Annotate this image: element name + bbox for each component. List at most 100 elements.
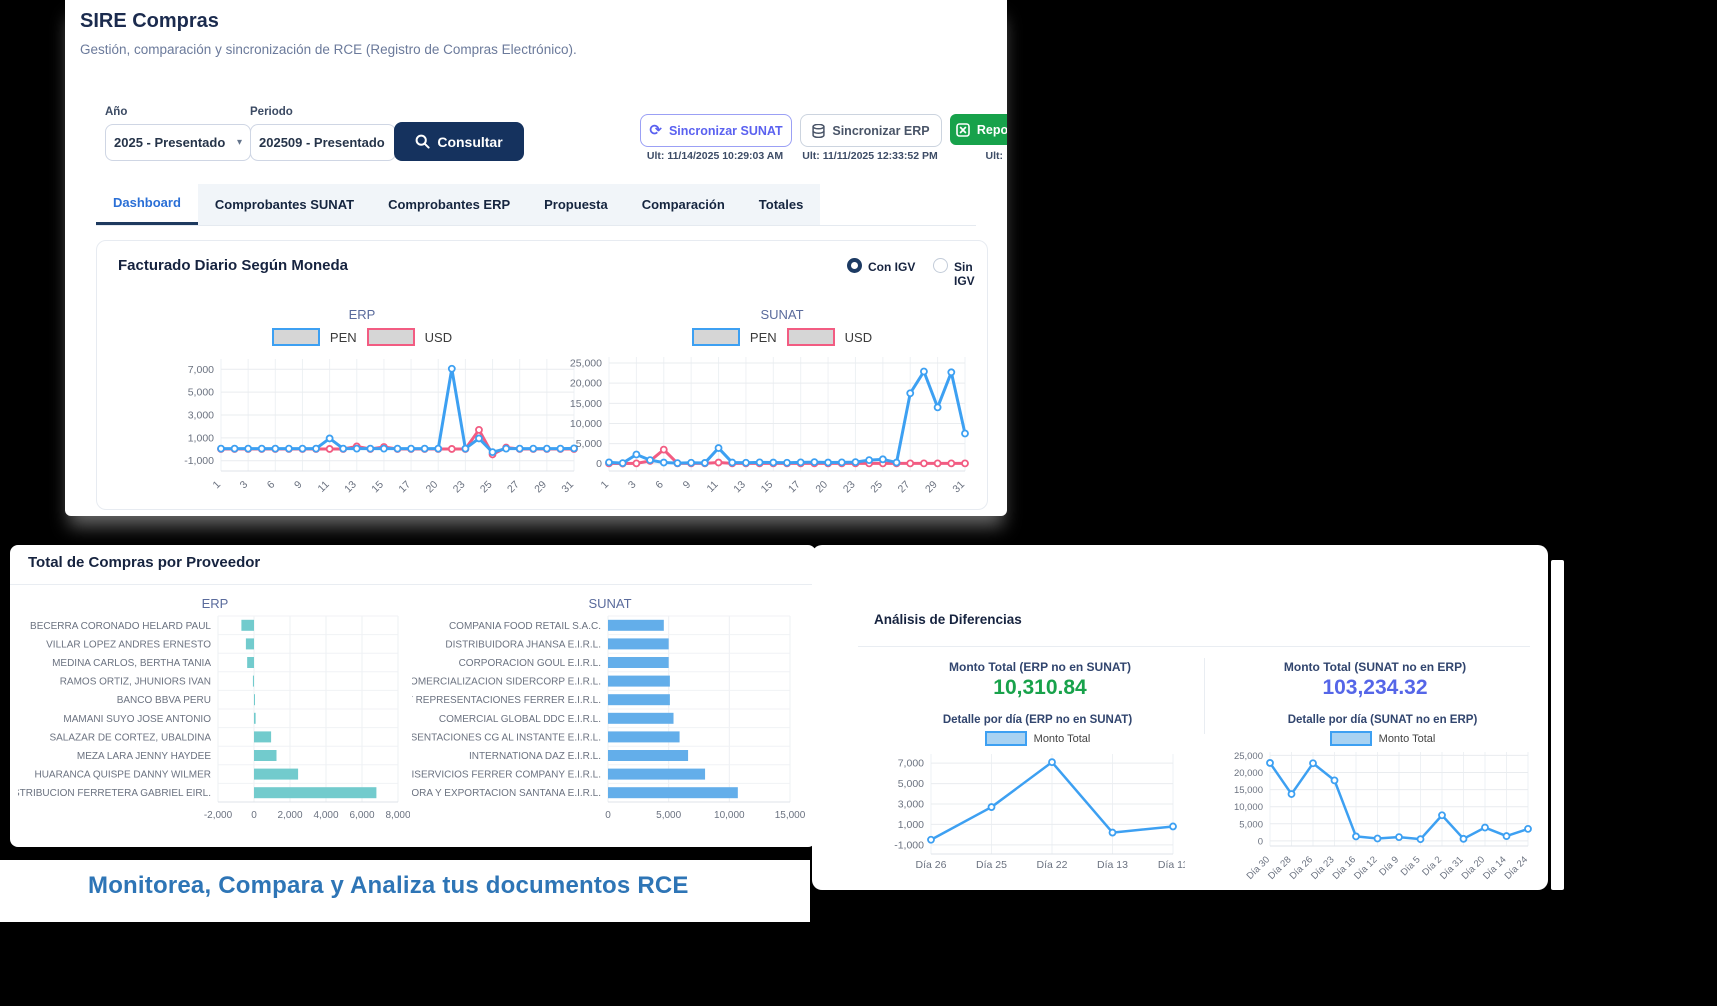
divider	[858, 646, 1530, 647]
svg-text:17: 17	[786, 479, 803, 496]
svg-text:CORPORACION GOUL E.I.R.L.: CORPORACION GOUL E.I.R.L.	[459, 658, 601, 669]
svg-text:COMERCIALIZACION SIDERCORP E.I: COMERCIALIZACION SIDERCORP E.I.R.L.	[412, 677, 601, 688]
svg-text:27: 27	[505, 479, 522, 496]
svg-text:Día 25: Día 25	[976, 859, 1007, 871]
svg-text:4,000: 4,000	[313, 810, 338, 821]
metric-erp-label: Monto Total (ERP no en SUNAT)	[949, 660, 1131, 674]
consultar-button[interactable]: Consultar	[394, 122, 524, 161]
usd-legend-swatch	[366, 328, 415, 346]
svg-text:COMPANIA FOOD RETAIL S.A.C.: COMPANIA FOOD RETAIL S.A.C.	[449, 621, 601, 632]
excel-icon	[956, 122, 970, 137]
con-igv-radio[interactable]	[847, 258, 862, 273]
sin-igv-radio[interactable]	[933, 258, 948, 273]
tab-bar: Dashboard Comprobantes SUNAT Comprobante…	[96, 184, 976, 226]
divider	[10, 584, 816, 585]
tab-propuesta[interactable]: Propuesta	[527, 184, 625, 225]
svg-text:5,000: 5,000	[656, 810, 681, 821]
sincronizar-sunat-button[interactable]: ⟳ Sincronizar SUNAT	[640, 114, 792, 147]
svg-text:10,000: 10,000	[714, 810, 745, 821]
reporte-label: Reporte	[976, 122, 1007, 137]
sin-igv-label: Sin IGV	[954, 260, 975, 288]
svg-text:10,000: 10,000	[1234, 802, 1263, 813]
svg-text:25: 25	[478, 479, 495, 496]
svg-text:-2,000: -2,000	[204, 810, 233, 821]
pen-legend-label: PEN	[749, 329, 777, 345]
svg-text:3,000: 3,000	[898, 799, 924, 811]
svg-text:INTERNATIONA DAZ E.I.R.L.: INTERNATIONA DAZ E.I.R.L.	[469, 751, 601, 762]
facturado-card: Facturado Diario Según Moneda Con IGV Si…	[96, 240, 988, 510]
svg-text:5,000: 5,000	[188, 387, 214, 399]
svg-text:15: 15	[369, 479, 386, 496]
svg-text:15: 15	[759, 479, 776, 496]
svg-text:9: 9	[292, 479, 305, 492]
svg-text:DISTRIBUIDORA JHANSA E.I.R.L.: DISTRIBUIDORA JHANSA E.I.R.L.	[445, 639, 601, 650]
svg-text:20: 20	[424, 479, 441, 496]
svg-text:0: 0	[605, 810, 611, 821]
usd-legend-label: USD	[844, 329, 873, 345]
metric-erp-value: 10,310.84	[993, 676, 1087, 699]
svg-text:Día 22: Día 22	[1037, 859, 1068, 871]
tab-comparacion[interactable]: Comparación	[624, 184, 742, 225]
erp-chart-title: ERP	[348, 307, 376, 322]
svg-text:15,000: 15,000	[570, 398, 602, 410]
svg-text:5,000: 5,000	[898, 778, 924, 790]
pen-legend-swatch	[271, 328, 320, 346]
svg-text:JIDORA Y EXPORTACION SANTANA E: JIDORA Y EXPORTACION SANTANA E.I.R.L.	[412, 788, 601, 799]
detalle-erp-chart: 7,000 5,000 3,000 1,000 -1,000 Día 26 Día 25 Dí…	[894, 754, 1185, 871]
svg-text:MEDINA CARLOS, BERTHA TANIA: MEDINA CARLOS, BERTHA TANIA	[52, 658, 211, 669]
monto-total-swatch	[1329, 731, 1372, 746]
svg-text:JLTISERVICIOS FERRER COMPANY E: JLTISERVICIOS FERRER COMPANY E.I.R.L.	[412, 770, 601, 781]
diferencias-title: Análisis de Diferencias	[874, 612, 1022, 627]
sincronizar-erp-button[interactable]: Sincronizar ERP	[800, 114, 942, 147]
metric-sunat-label: Monto Total (SUNAT no en ERP)	[1283, 660, 1467, 674]
svg-text:Día 11: Día 11	[1158, 859, 1185, 871]
svg-text:Día 13: Día 13	[1097, 859, 1128, 871]
chevron-down-icon: ▾	[236, 137, 242, 148]
svg-text:3,000: 3,000	[188, 410, 214, 422]
tab-comprobantes-sunat[interactable]: Comprobantes SUNAT	[197, 184, 372, 225]
svg-text:Día 30: Día 30	[1245, 854, 1273, 882]
tab-totales[interactable]: Totales	[741, 184, 821, 225]
periodo-select[interactable]: 202509 - Presentado	[250, 124, 396, 161]
page-title: SIRE Compras	[80, 10, 219, 32]
scrollbar[interactable]	[1551, 560, 1564, 890]
sunat-last-sync: Ult: 11/14/2025 10:29:03 AM	[646, 150, 784, 162]
svg-text:5,000: 5,000	[576, 438, 602, 450]
sunat-chart-title: SUNAT	[760, 307, 804, 322]
svg-text:23: 23	[841, 479, 858, 496]
anio-select[interactable]: 2025 - Presentado ▾	[105, 124, 251, 161]
tab-comprobantes-erp[interactable]: Comprobantes ERP	[371, 184, 528, 225]
tab-dashboard[interactable]: Dashboard	[96, 184, 198, 225]
usd-legend-swatch	[786, 328, 835, 346]
svg-text:6: 6	[265, 479, 278, 492]
monto-total-label: Monto Total	[1033, 732, 1091, 745]
svg-text:-1,000: -1,000	[894, 839, 924, 851]
svg-text:3: 3	[238, 479, 251, 492]
svg-text:17: 17	[396, 479, 413, 496]
svg-text:25,000: 25,000	[570, 358, 602, 370]
refresh-icon: ⟳	[649, 122, 662, 139]
svg-text:11: 11	[704, 479, 720, 495]
erp-provider-title: ERP	[201, 596, 229, 611]
svg-text:Día 14: Día 14	[1481, 854, 1509, 882]
svg-text:Día 26: Día 26	[1288, 854, 1316, 882]
detalle-sunat-title: Detalle por día (SUNAT no en ERP)	[1287, 714, 1478, 726]
svg-text:Día 9: Día 9	[1377, 854, 1401, 878]
svg-text:2,000: 2,000	[277, 810, 302, 821]
periodo-label: Periodo	[250, 106, 293, 118]
detalle-erp-title: Detalle por día (ERP no en SUNAT)	[942, 714, 1133, 726]
reporte-button[interactable]: Reporte	[950, 114, 1007, 145]
reporte-last-sync: Ult:	[985, 150, 1004, 162]
svg-text:11: 11	[316, 479, 332, 495]
svg-text:1: 1	[599, 479, 612, 492]
svg-text:10,000: 10,000	[570, 418, 602, 430]
anio-value: 2025 - Presentado	[114, 135, 226, 150]
svg-text:DISTRIBUCION FERRETERA GABRIEL: DISTRIBUCION FERRETERA GABRIEL EIRL.	[18, 788, 211, 799]
svg-text:Día 16: Día 16	[1331, 854, 1359, 882]
svg-text:0: 0	[251, 810, 257, 821]
diferencias-panel: Análisis de Diferencias Monto Total (ERP…	[812, 545, 1548, 890]
svg-text:BECERRA CORONADO HELARD PAUL: BECERRA CORONADO HELARD PAUL	[30, 621, 211, 632]
svg-text:23: 23	[451, 479, 468, 496]
